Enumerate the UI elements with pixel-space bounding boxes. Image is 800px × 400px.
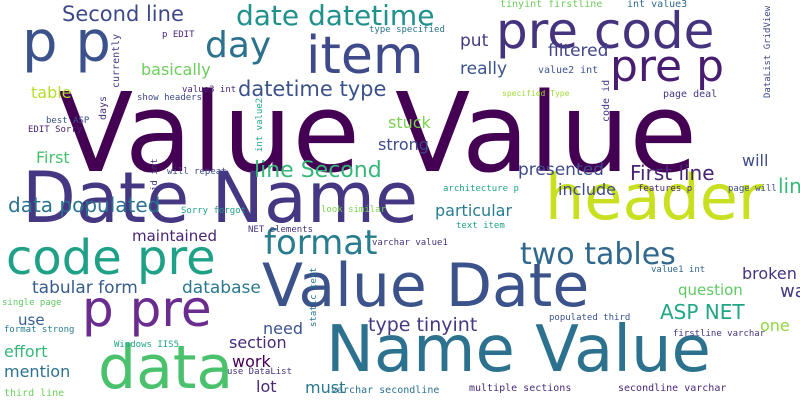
word: secondline varchar	[618, 383, 727, 394]
word: Sorry forgot	[181, 206, 247, 216]
word: multiple sections	[469, 383, 572, 394]
word: currently	[111, 33, 122, 88]
word: put	[460, 31, 489, 51]
word: data populated	[8, 193, 161, 217]
word: code id	[601, 79, 612, 122]
word: lot	[256, 377, 277, 396]
word: header	[545, 161, 764, 234]
word: need	[263, 319, 303, 338]
word: page will	[728, 184, 777, 194]
word: int value2	[255, 97, 265, 152]
word: use	[18, 311, 45, 329]
word: format	[264, 223, 378, 263]
word: basically	[141, 60, 211, 79]
word: will repeat	[167, 167, 227, 177]
word: look similar	[321, 205, 387, 215]
word: strong	[378, 135, 429, 154]
word: third line	[4, 388, 65, 399]
word: Date Name	[22, 157, 419, 239]
word: varchar secondline	[331, 385, 440, 396]
word: day	[205, 25, 272, 66]
word: best ASP	[46, 116, 90, 126]
word: item	[306, 26, 424, 86]
word: will	[742, 151, 769, 170]
word: stuck	[388, 113, 431, 132]
word: p pre	[82, 280, 212, 338]
word: pre p	[610, 41, 725, 92]
word: one	[760, 316, 790, 335]
word: datetime type	[238, 77, 387, 101]
word: varchar value1	[372, 238, 448, 248]
word: First	[36, 148, 70, 167]
word: question	[678, 281, 743, 299]
word: filtered	[548, 41, 609, 61]
word: Windows IIS5	[114, 340, 180, 350]
word: table	[31, 83, 72, 102]
word: days	[98, 95, 109, 120]
word: id int	[150, 158, 160, 191]
word: ASP NET	[660, 300, 745, 324]
word: use DataList	[227, 367, 293, 377]
word: Value Date	[262, 251, 590, 321]
word: static text	[309, 267, 319, 327]
word: value2 int	[538, 65, 599, 76]
word: Value Value	[58, 69, 698, 197]
word: tinyint firstline	[500, 0, 603, 10]
word: two tables	[520, 237, 676, 272]
word: line Second	[254, 158, 382, 183]
word: Name Value	[326, 313, 711, 387]
word: tabular form	[32, 278, 138, 298]
word: database	[182, 278, 261, 298]
word: format strong	[4, 325, 75, 335]
word: p p	[22, 10, 111, 75]
word: data	[98, 333, 234, 400]
word: First line	[630, 161, 715, 185]
word: Second line	[62, 2, 184, 26]
word: want	[780, 281, 800, 302]
word: effort	[4, 342, 48, 361]
word: value1 int	[651, 265, 706, 275]
word: particular	[435, 201, 513, 220]
word: must	[305, 378, 346, 397]
word: text item	[456, 221, 505, 231]
word: EDIT Sorry	[28, 125, 83, 135]
word: pre code	[496, 2, 715, 60]
word: firstline varchar	[673, 329, 766, 339]
word: p EDIT	[162, 30, 195, 40]
word: features p	[638, 184, 693, 194]
word: code pre	[6, 230, 216, 286]
word: work	[232, 352, 271, 371]
word: line Date	[778, 174, 800, 198]
word: value3 int	[182, 85, 237, 95]
word: DataList GridView	[763, 5, 773, 98]
word: type specified	[369, 25, 445, 35]
word: maintained	[132, 227, 217, 245]
word: architecture p	[443, 184, 519, 194]
word: single page	[2, 298, 62, 308]
word: broken	[742, 264, 797, 283]
word: show headers	[137, 93, 203, 103]
word: type tinyint	[368, 314, 478, 336]
word: date datetime	[236, 0, 435, 32]
word: really	[460, 59, 507, 79]
word: presented	[518, 160, 604, 180]
word: NET elements	[248, 225, 314, 235]
word: specified Type	[502, 89, 570, 98]
word: include	[558, 180, 616, 199]
word: page deal	[663, 89, 718, 100]
word: populated third	[549, 313, 631, 323]
word: int value3	[627, 0, 688, 10]
word: mention	[4, 362, 71, 381]
word: section	[229, 333, 287, 352]
